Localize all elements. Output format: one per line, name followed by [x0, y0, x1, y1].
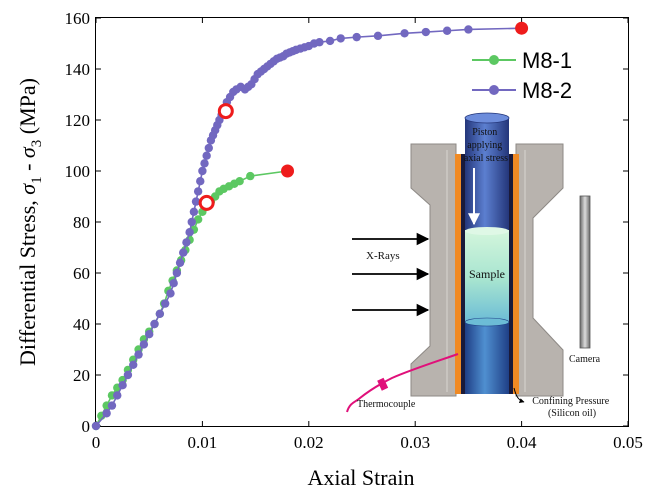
legend-marker-m8-1	[489, 55, 499, 65]
data-point-m8-2	[91, 421, 101, 431]
confining-oil-left	[455, 154, 461, 394]
data-point-m8-2	[200, 159, 209, 168]
filled-circle-marker	[515, 21, 529, 35]
data-point-m8-2	[193, 187, 203, 196]
data-point-m8-2	[464, 25, 473, 34]
data-point-m8-2	[315, 38, 324, 47]
y-tick-label: 160	[65, 9, 91, 28]
x-tick-label: 0.01	[188, 433, 218, 452]
confining-oil-right	[513, 154, 519, 394]
data-point-m8-2	[172, 268, 182, 278]
data-point-m8-1	[235, 177, 244, 186]
data-point-m8-2	[118, 381, 127, 390]
data-point-m8-2	[129, 360, 138, 369]
sample-cylinder	[465, 230, 509, 322]
legend-label-m8-2: M8-2	[522, 78, 572, 103]
y-tick-label: 60	[73, 264, 90, 283]
x-tick-label: 0.02	[294, 433, 324, 452]
x-tick-label: 0.04	[507, 433, 537, 452]
data-point-m8-2	[421, 27, 431, 37]
filled-circle-marker	[281, 164, 295, 178]
data-point-m8-2	[352, 32, 361, 42]
legend-marker-m8-2	[489, 85, 499, 95]
confining-pressure-label: Confining Pressure (Silicon oil)	[532, 396, 611, 419]
data-point-m8-2	[185, 228, 194, 237]
data-point-m8-2	[198, 166, 207, 176]
data-point-m8-2	[155, 309, 165, 318]
data-point-m8-2	[134, 350, 143, 359]
x-axis-title: Axial Strain	[308, 465, 415, 490]
data-point-m8-2	[145, 330, 154, 339]
series-layer	[91, 24, 526, 431]
camera	[579, 195, 591, 349]
data-point-m8-2	[139, 340, 149, 349]
legend: M8-1 M8-2	[472, 48, 572, 103]
sample-label: Sample	[469, 267, 505, 281]
y-axis-title: Differential Stress, σ1 - σ3 (MPa)	[15, 78, 45, 366]
y-tick-label: 100	[65, 162, 91, 181]
data-point-m8-2	[196, 177, 205, 186]
open-circle-marker	[198, 194, 215, 211]
data-point-m8-2	[175, 258, 185, 267]
data-point-m8-2	[204, 143, 213, 153]
data-point-m8-1	[246, 171, 255, 181]
x-tick-label: 0.05	[613, 433, 643, 452]
y-tick-label: 40	[73, 315, 90, 334]
data-point-m8-2	[202, 151, 211, 160]
xray-label: X-Rays	[366, 250, 400, 262]
x-tick-label: 0	[92, 433, 101, 452]
plot-area-frame	[95, 17, 629, 427]
data-point-m8-2	[325, 36, 335, 46]
data-point-m8-2	[107, 401, 117, 410]
data-point-m8-2	[191, 197, 201, 206]
data-point-m8-2	[169, 279, 178, 288]
highlight-markers	[198, 21, 529, 211]
data-point-m8-2	[189, 207, 199, 216]
y-tick-label: 0	[82, 417, 91, 436]
open-circle-marker	[217, 103, 234, 120]
y-tick-label: 120	[65, 111, 91, 130]
thermocouple-wire	[346, 353, 459, 413]
axis-ticks: 0 0.01 0.02 0.03 0.04 0.05 0 20 40 60 80 100 120 140 1…	[65, 9, 643, 452]
data-point-m8-2	[182, 238, 191, 247]
data-point-m8-2	[336, 34, 345, 43]
data-point-m8-2	[102, 409, 111, 418]
data-point-m8-2	[166, 289, 175, 298]
data-point-m8-1	[193, 215, 203, 224]
y-tick-label: 20	[73, 366, 90, 385]
pressure-vessel-right	[515, 143, 564, 397]
data-point-m8-2	[179, 248, 188, 257]
sample-bottom-face	[464, 317, 510, 327]
data-point-m8-2	[113, 391, 122, 400]
camera-label: Camera	[569, 354, 601, 365]
data-point-m8-2	[400, 29, 409, 38]
data-point-m8-2	[373, 31, 383, 41]
thermocouple-sensor	[377, 377, 389, 391]
pressure-vessel-left	[410, 143, 457, 397]
cell-wall-left	[461, 154, 465, 394]
data-point-m8-2	[160, 299, 170, 308]
thermocouple-label: Thermocouple	[357, 399, 416, 410]
data-point-m8-2	[187, 217, 196, 227]
data-point-m8-2	[150, 319, 159, 329]
data-point-m8-2	[442, 26, 452, 35]
confining-pressure-arrow	[513, 387, 525, 403]
sample-top-face	[465, 227, 509, 235]
triaxial-cell-schematic: Piston applying axial stress Sample X-Ra…	[346, 112, 611, 419]
legend-label-m8-1: M8-1	[522, 48, 572, 73]
y-tick-label: 80	[73, 213, 90, 232]
x-tick-label: 0.03	[400, 433, 430, 452]
lower-piston	[465, 322, 509, 394]
y-tick-label: 140	[65, 60, 91, 79]
data-point-m8-2	[123, 370, 133, 380]
cell-wall-right	[509, 154, 513, 394]
piston-label: Piston applying axial stress	[464, 127, 508, 164]
piston-top-face	[464, 112, 510, 124]
